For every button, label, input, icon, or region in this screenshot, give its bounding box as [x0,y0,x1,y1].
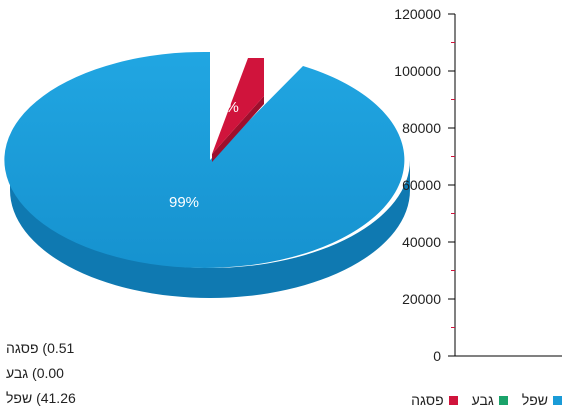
legend-item-pisga[interactable]: פסגה [411,392,458,408]
legend-swatch-shefel [553,395,562,405]
y-axis-ticks: 0 20000 40000 60000 80000 100000 120000 [394,6,455,364]
side-label-shefel: 41.26) שפל [6,390,76,406]
bar-chart: 0 20000 40000 60000 80000 100000 120000 [394,6,562,364]
pie-slice-pisga-side [212,96,264,162]
y-tick-label: 120000 [394,6,441,22]
side-label-pisga: 0.51) פסגה [6,340,75,356]
pie-label-pisga: 1% [217,99,239,116]
y-tick-label: 40000 [402,234,441,250]
pie-label-shefel: 99% [169,194,199,211]
pie-slice-shefel[interactable] [4,51,405,268]
y-tick-label: 0 [433,348,441,364]
y-tick-label: 20000 [402,291,441,307]
pie-chart: 1% 99% [4,51,410,298]
pie-slice-pisga[interactable] [212,58,264,154]
side-label-geva: 0.00) גבע [6,365,64,381]
legend-label-pisga: פסגה [411,392,444,408]
legend-item-geva[interactable]: גבע [472,392,508,408]
y-tick-label: 80000 [402,120,441,136]
y-tick-label: 100000 [394,63,441,79]
y-tick-label: 60000 [402,177,441,193]
legend-item-shefel[interactable]: שפל [522,392,562,408]
legend-swatch-pisga [448,395,458,405]
legend-swatch-geva [498,395,508,405]
pie-slice-shefel-side[interactable] [10,160,410,298]
chart-legend: שפל גבע פסגה [340,390,562,410]
legend-label-shefel: שפל [521,392,548,408]
legend-label-geva: גבע [471,392,494,408]
